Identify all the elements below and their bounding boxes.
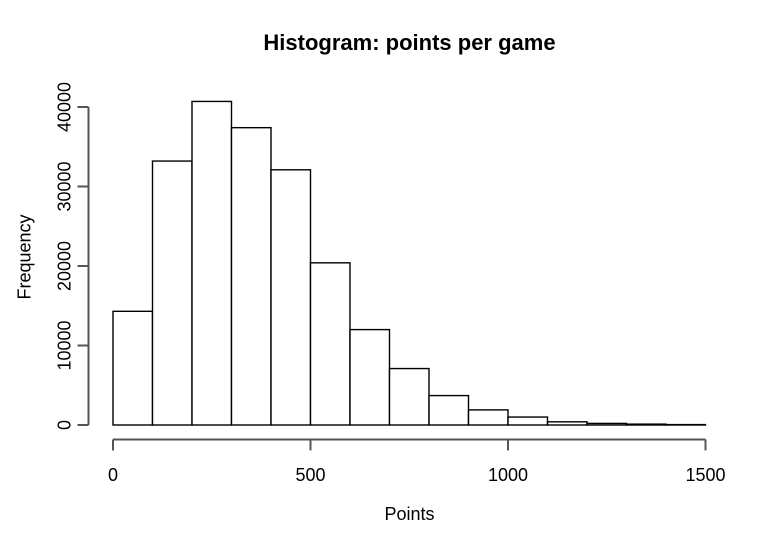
y-tick-label: 10000 [55,320,75,370]
x-tick-label: 1000 [488,465,528,485]
y-tick-label: 0 [55,420,75,430]
x-tick-label: 0 [108,465,118,485]
histogram-bar [428,394,470,426]
histogram-bar [467,409,509,426]
histogram-bar [309,262,351,426]
histogram-bar [546,421,588,426]
histogram-bar [230,126,272,426]
chart-title: Histogram: points per game [263,30,556,55]
y-axis-title: Frequency [14,214,35,300]
y-tick-label: 40000 [55,82,75,132]
histogram-bar [112,310,154,426]
x-axis: 0 500 1000 1500 [108,438,726,485]
x-tick-label: 500 [295,465,325,485]
y-tick-label: 20000 [55,241,75,291]
histogram-bar [625,423,667,426]
histogram-bar [349,328,391,426]
histogram-bars [112,100,707,426]
histogram-bar [270,169,312,426]
x-tick-label: 1500 [685,465,725,485]
y-axis: 0 10000 20000 30000 40000 [55,82,90,430]
y-tick-label: 30000 [55,161,75,211]
histogram-bar [507,416,549,426]
histogram-bar [151,160,193,426]
histogram-bar [388,367,430,426]
x-axis-title: Points [384,504,435,524]
histogram-bar [191,100,233,426]
histogram-bar [586,422,628,426]
